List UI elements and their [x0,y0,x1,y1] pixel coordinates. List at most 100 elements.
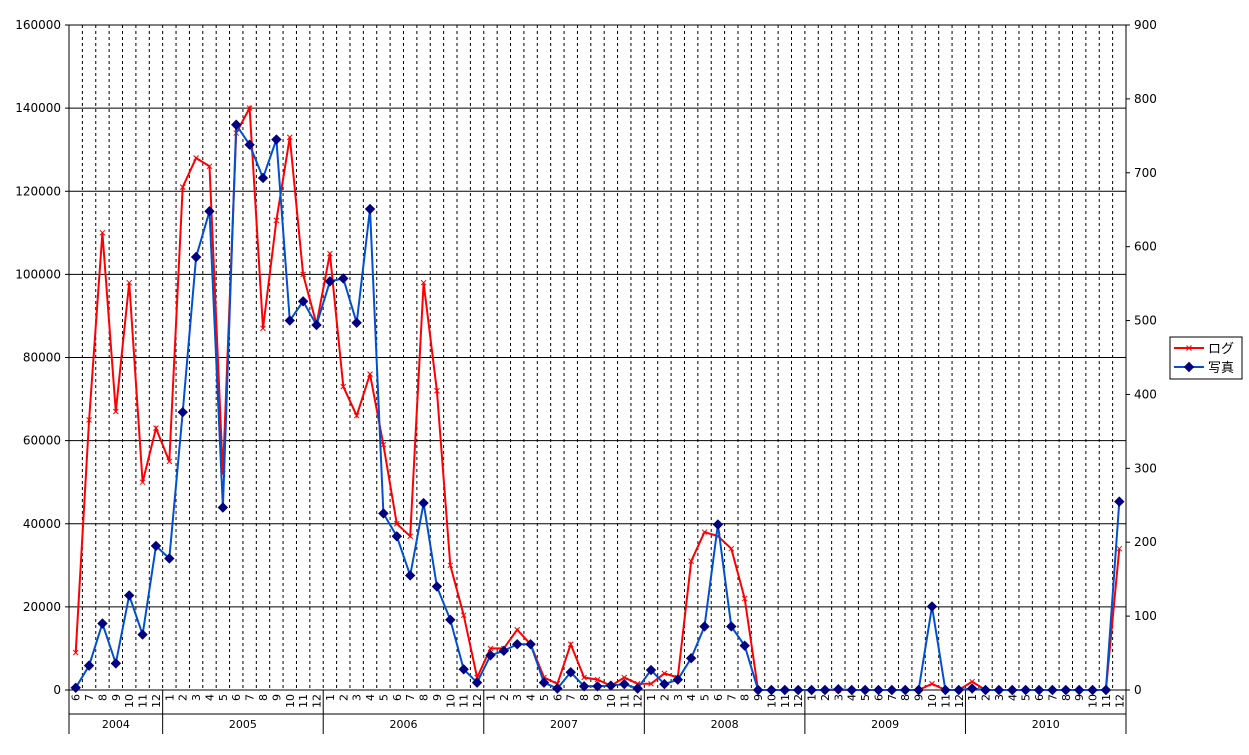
data-point [485,650,496,661]
right-tick-label: 800 [1134,92,1157,106]
marker-stroke [460,612,467,619]
data-point [206,163,213,170]
data-point [70,682,81,693]
x-tick-label: 11 [458,694,471,708]
data-point [739,640,750,651]
data-point [190,251,202,263]
marker-stroke [514,626,521,633]
data-point [193,155,199,161]
x-tick-label: 5 [217,694,230,701]
year-label: 2006 [389,718,417,731]
data-point [327,250,333,257]
marker-stroke [260,325,266,332]
data-point [447,562,454,569]
series-layer [70,104,1125,696]
left-tick-label: 160000 [15,18,61,32]
legend-label: ログ [1208,342,1234,357]
data-point [487,645,494,652]
x-tick-label: 11 [939,694,952,708]
series-2 [70,119,1125,696]
marker-stroke [300,271,306,278]
x-tick-label: 12 [632,694,645,708]
x-tick-label: 2 [177,694,190,701]
data-point [458,664,469,675]
data-point [137,629,148,640]
x-tick-label: 9 [913,694,926,701]
data-point [741,595,748,602]
data-point [833,684,844,695]
x-tick-label: 9 [270,694,283,701]
horizontal-gridlines [69,107,1126,608]
data-point [1073,684,1085,696]
x-tick-label: 8 [899,694,912,701]
data-point [311,319,322,331]
marker-stroke [969,678,975,685]
legend-box [1169,336,1243,380]
data-point [1100,684,1112,696]
data-point [351,317,362,328]
data-point [661,670,668,677]
legend-entry: ログ [1174,342,1234,357]
year-label: 2005 [229,718,257,731]
legend-swatch-marker [1186,345,1192,351]
x-tick-label: 10 [605,694,618,708]
data-point [1007,684,1018,696]
x-tick-label: 8 [96,694,109,701]
data-point [565,667,576,678]
x-tick-label: 5 [1020,694,1033,701]
data-point [659,678,670,690]
marker-stroke [688,558,695,565]
x-tick-label: 6 [230,694,243,701]
data-point [260,325,266,332]
data-point [993,684,1005,696]
data-point [632,683,643,694]
data-point [819,684,831,696]
x-tick-label: 9 [752,694,765,701]
x-tick-label: 1 [966,694,979,701]
data-point [940,684,951,696]
data-point [353,412,360,419]
data-point [498,645,510,657]
data-point [578,681,590,692]
x-tick-label: 2 [337,694,350,701]
x-tick-label: 11 [137,694,150,708]
x-tick-label: 3 [832,694,845,701]
x-tick-label: 7 [886,694,899,701]
marker-stroke [581,674,587,681]
x-tick-label: 8 [1060,694,1073,701]
data-point [124,590,135,601]
data-point [621,674,628,681]
x-tick-label: 1 [163,694,176,701]
data-point [204,205,215,217]
data-point [418,497,429,509]
data-point [728,545,735,552]
x-tick-label: 10 [284,694,297,708]
x-tick-label: 4 [846,694,859,701]
data-point [445,614,456,626]
data-point [257,172,269,184]
marker-stroke [420,279,427,286]
x-tick-label: 6 [1033,694,1046,701]
right-tick-label: 300 [1134,461,1157,475]
x-tick-label: 2 [498,694,511,701]
data-point [99,229,106,236]
data-point [672,674,683,685]
data-point [538,677,550,688]
right-tick-label: 500 [1134,314,1157,328]
x-tick-label: 8 [739,694,752,701]
x-tick-label: 6 [391,694,404,701]
marker-stroke [86,416,92,423]
marker-stroke [340,383,347,390]
x-tick-label: 12 [471,694,484,708]
x-tick-label: 10 [1087,694,1100,708]
x-tick-label: 7 [565,694,578,701]
marker-stroke [567,641,574,648]
data-point [1116,545,1123,552]
data-point [86,416,92,423]
left-tick-label: 0 [53,683,61,697]
marker-stroke [380,441,387,448]
x-tick-label: 7 [404,694,417,701]
left-tick-label: 120000 [15,184,61,198]
x-tick-label: 11 [779,694,792,708]
year-label: 2007 [550,718,578,731]
